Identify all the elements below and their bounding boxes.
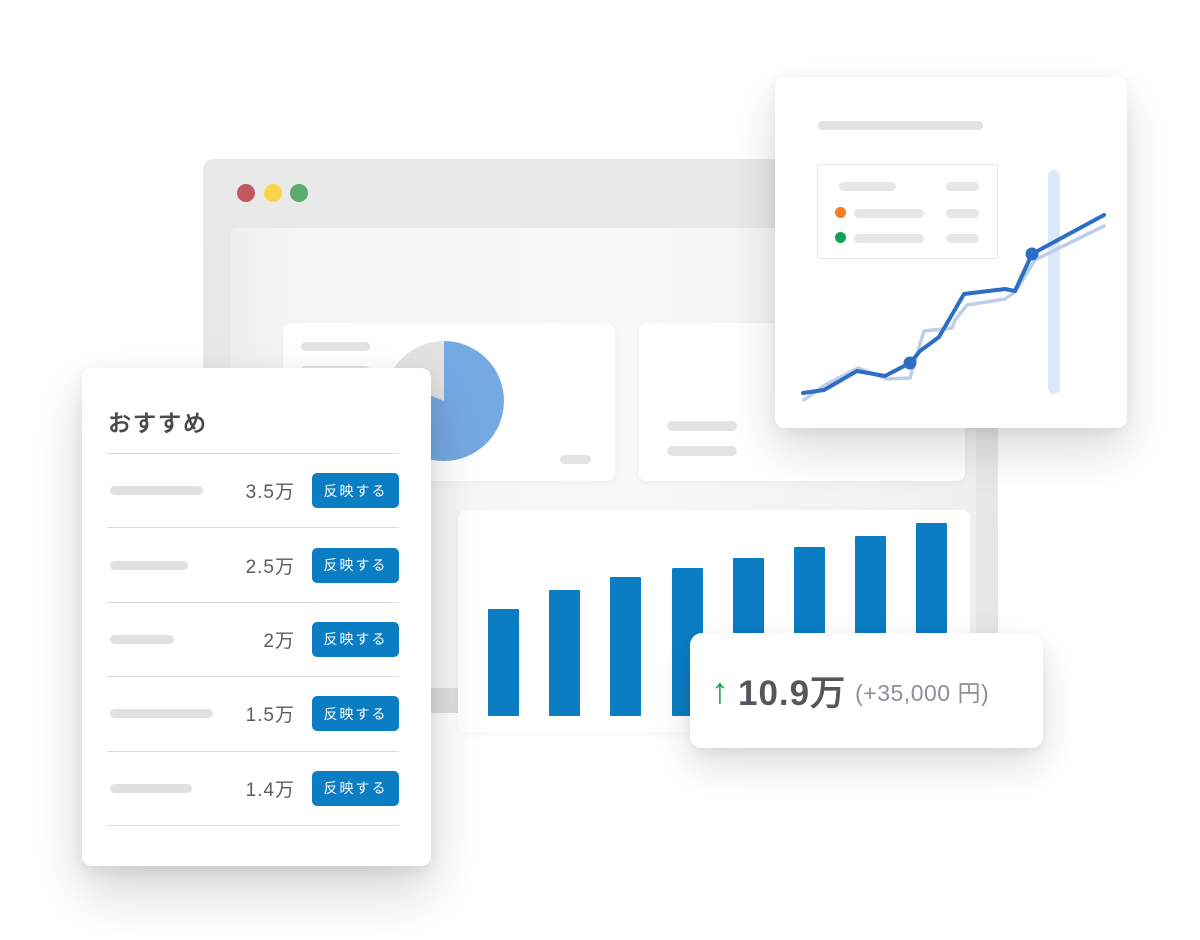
skeleton-text-bar [301, 342, 370, 351]
green-legend-dot-icon [835, 232, 846, 243]
bar-chart [458, 510, 970, 732]
stat-card: ↑ 10.9万 (+35,000 円) [690, 633, 1043, 748]
stat-value: 10.9万 [738, 674, 847, 713]
apply-button[interactable]: 反映する [312, 770, 399, 806]
orange-legend-dot-icon [835, 207, 846, 218]
traffic-dot[interactable] [264, 184, 282, 202]
skeleton-text-bar [667, 421, 737, 431]
row-skeleton [110, 486, 203, 496]
row-skeleton [110, 634, 174, 644]
row-value: 1.5万 [245, 705, 295, 727]
apply-button[interactable]: 反映する [312, 621, 399, 657]
row-value: 2万 [263, 630, 295, 652]
list-item: 2万 反映する [107, 603, 399, 678]
line-chart-svg [801, 213, 1106, 402]
skeleton-value-bar [946, 234, 979, 243]
skeleton-text-bar [667, 446, 737, 456]
recommend-list: 3.5万 反映する 2.5万 反映する 2万 反映する 1.5万 反映する 1.… [107, 454, 399, 826]
skeleton-text-bar [854, 234, 924, 243]
list-item: 2.5万 反映する [107, 528, 399, 603]
skeleton-text-bar [854, 209, 924, 218]
recommend-card: おすすめ 3.5万 反映する 2.5万 反映する 2万 反映する 1.5万 反映… [82, 368, 431, 866]
list-item: 1.4万 反映する [107, 752, 399, 826]
bar [488, 609, 519, 716]
apply-button[interactable]: 反映する [312, 473, 399, 509]
highlight-band [1048, 170, 1060, 394]
row-skeleton [110, 709, 213, 719]
recommend-title: おすすめ [108, 410, 208, 436]
apply-button[interactable]: 反映する [312, 696, 399, 732]
recommend-header: おすすめ [107, 368, 399, 454]
row-value: 2.5万 [245, 556, 295, 578]
list-item: 1.5万 反映する [107, 677, 399, 752]
line-chart-card [775, 77, 1127, 428]
traffic-dot[interactable] [237, 184, 255, 202]
up-arrow-icon: ↑ [711, 669, 729, 711]
skeleton-text-bar [560, 455, 591, 464]
bar [610, 577, 642, 716]
bar [549, 590, 581, 716]
skeleton-text-bar [839, 182, 896, 191]
traffic-dot[interactable] [290, 184, 308, 202]
apply-button[interactable]: 反映する [312, 547, 399, 583]
stat-delta: (+35,000 円) [855, 679, 990, 706]
row-skeleton [110, 783, 192, 793]
row-value: 1.4万 [245, 779, 295, 801]
skeleton-title-bar [818, 121, 983, 130]
list-item: 3.5万 反映する [107, 454, 399, 529]
skeleton-value-bar [946, 182, 979, 191]
row-value: 3.5万 [245, 482, 295, 504]
legend-box [817, 164, 998, 259]
skeleton-value-bar [946, 209, 979, 218]
row-skeleton [110, 560, 188, 570]
